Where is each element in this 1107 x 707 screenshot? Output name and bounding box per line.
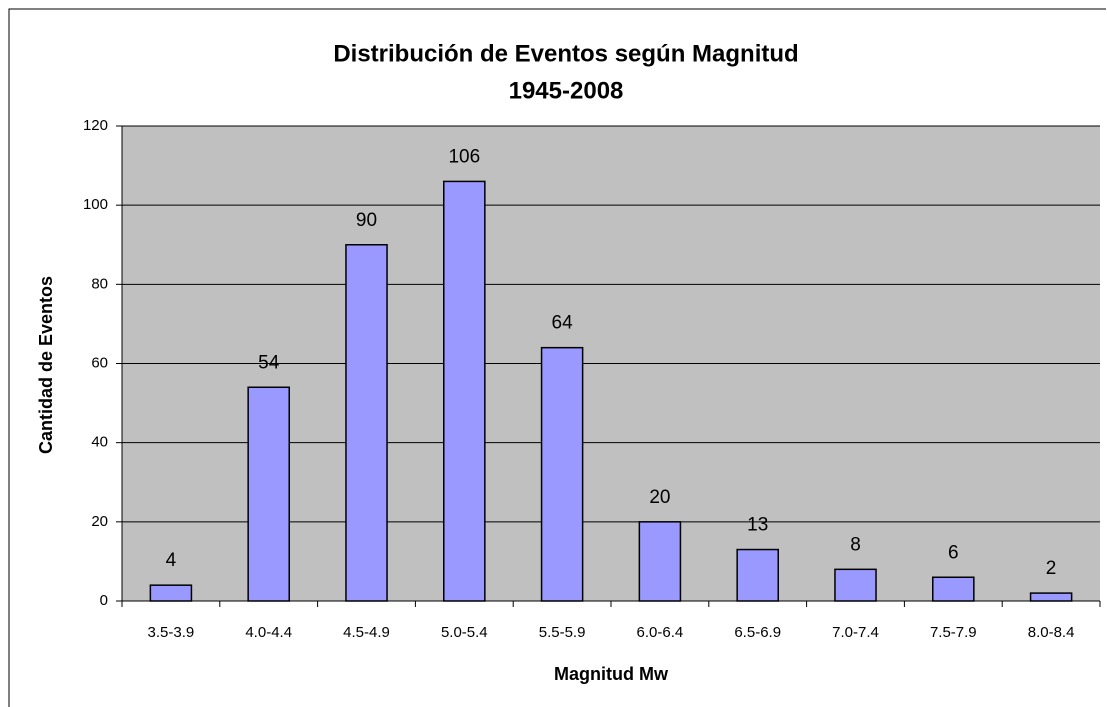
bar [345, 244, 388, 602]
y-tick-label: 120 [83, 117, 108, 134]
data-label: 54 [258, 352, 280, 373]
y-tick-label: 100 [83, 196, 108, 213]
x-tick-label: 5.5-5.9 [539, 624, 586, 641]
chart-title: 1945-2008 [509, 77, 624, 104]
bar [1029, 592, 1073, 602]
data-label: 20 [649, 487, 670, 508]
data-label: 8 [850, 534, 861, 555]
bar [443, 180, 486, 602]
x-tick-label: 6.5-6.9 [734, 624, 781, 641]
y-axis-title: Cantidad de Eventos [36, 276, 56, 454]
data-label: 13 [747, 515, 768, 536]
bar [736, 548, 779, 602]
data-label: 4 [166, 550, 177, 571]
bar [149, 584, 193, 602]
x-tick-label: 8.0-8.4 [1028, 624, 1075, 641]
data-label: 64 [552, 313, 574, 334]
bar [932, 576, 975, 602]
y-tick-label: 0 [100, 592, 108, 609]
x-tick-label: 6.0-6.4 [637, 624, 684, 641]
x-tick-label: 5.0-5.4 [441, 624, 488, 641]
bar [247, 386, 290, 602]
x-tick-label: 4.0-4.4 [245, 624, 292, 641]
y-tick-label: 20 [91, 513, 108, 530]
bar [638, 521, 682, 602]
bar [834, 568, 877, 602]
data-label: 90 [356, 210, 377, 231]
y-tick-label: 60 [91, 354, 108, 371]
data-label: 106 [448, 146, 480, 167]
y-tick-label: 40 [91, 434, 108, 451]
data-label: 6 [948, 542, 959, 563]
y-tick-label: 80 [91, 275, 108, 292]
x-axis-title: Magnitud Mw [554, 664, 669, 684]
x-tick-label: 7.0-7.4 [832, 624, 879, 641]
x-tick-label: 7.5-7.9 [930, 624, 977, 641]
chart-border [8, 8, 1106, 707]
x-tick-label: 4.5-4.9 [343, 624, 390, 641]
data-label: 2 [1046, 558, 1057, 579]
bar [540, 346, 584, 602]
x-tick-label: 3.5-3.9 [148, 624, 195, 641]
chart-title: Distribución de Eventos según Magnitud [333, 40, 798, 67]
